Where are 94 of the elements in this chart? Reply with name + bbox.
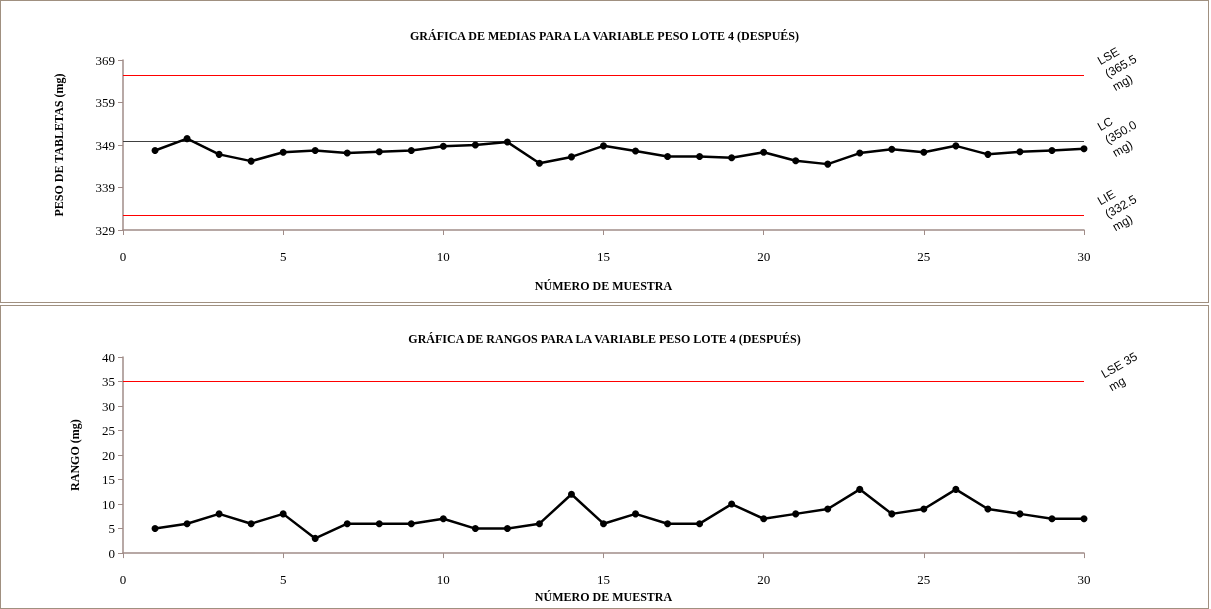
point xyxy=(151,147,159,155)
x-axis-title: NÚMERO DE MUESTRA xyxy=(534,590,673,604)
point xyxy=(664,152,672,160)
point xyxy=(728,154,736,162)
point xyxy=(952,485,960,493)
x-tick-label: 0 xyxy=(119,249,127,264)
x-tick-label: 10 xyxy=(436,572,450,588)
point xyxy=(503,525,511,533)
point xyxy=(215,510,223,518)
point xyxy=(343,520,351,528)
point xyxy=(343,149,351,157)
x-tick-label: 25 xyxy=(917,572,931,588)
y-tick-label: 20 xyxy=(102,447,115,463)
point xyxy=(471,525,479,533)
point xyxy=(664,520,672,528)
point xyxy=(503,138,511,146)
y-tick-label: 339 xyxy=(95,180,115,195)
point xyxy=(856,149,864,157)
point xyxy=(567,490,575,498)
y-tick-label: 5 xyxy=(108,521,115,537)
y-tick-label: 329 xyxy=(95,222,115,238)
x-tick-label: 15 xyxy=(597,572,610,588)
point xyxy=(984,150,992,158)
y-tick-label: 35 xyxy=(102,374,115,390)
point xyxy=(696,152,704,160)
x-tick-label: 0 xyxy=(119,572,127,588)
x-tick-label: 5 xyxy=(279,249,287,264)
point xyxy=(1080,515,1088,523)
point xyxy=(696,520,704,528)
point xyxy=(567,153,575,161)
point xyxy=(311,147,319,155)
x-tick-label: 15 xyxy=(597,249,610,264)
y-tick-label: 359 xyxy=(95,95,115,110)
point xyxy=(439,142,447,150)
point xyxy=(952,142,960,150)
point xyxy=(600,520,607,528)
point xyxy=(1016,510,1024,518)
point xyxy=(728,500,736,508)
point xyxy=(760,515,768,523)
x-tick-label: 10 xyxy=(436,249,450,264)
point xyxy=(247,157,255,165)
y-tick-label: 10 xyxy=(102,496,115,512)
point xyxy=(1048,515,1056,523)
point xyxy=(760,148,768,156)
x-axis-title: NÚMERO DE MUESTRA xyxy=(534,279,673,293)
point xyxy=(151,525,159,533)
y-tick-label: 349 xyxy=(95,137,115,153)
point xyxy=(311,534,319,542)
point xyxy=(215,150,223,158)
x-tick-label: 5 xyxy=(279,572,287,588)
point xyxy=(824,160,832,168)
point xyxy=(183,520,191,528)
point xyxy=(792,157,800,165)
y-axis-title: RANGO (mg) xyxy=(68,419,82,491)
chart-title: GRÁFICA DE MEDIAS PARA LA VARIABLE PESO LOTE 4 (DESPUÉS) xyxy=(409,29,800,43)
point xyxy=(471,141,479,149)
point xyxy=(375,148,383,156)
chart-title: GRÁFICA DE RANGOS PARA LA VARIABLE PESO LOTE 4 (DESPUÉS) xyxy=(408,332,801,346)
x-tick-label: 30 xyxy=(1077,249,1091,264)
point xyxy=(407,147,415,155)
y-tick-label: 40 xyxy=(102,349,115,365)
point xyxy=(920,148,928,156)
point xyxy=(535,520,543,528)
point xyxy=(375,520,383,528)
point xyxy=(535,159,543,167)
point xyxy=(183,135,191,143)
x-tick-label: 20 xyxy=(757,249,771,264)
ref-line-label: LSE 35 mg xyxy=(1098,347,1143,395)
point xyxy=(632,147,640,155)
point xyxy=(1080,145,1088,153)
point xyxy=(279,510,287,518)
y-tick-label: 0 xyxy=(108,545,115,561)
y-axis-title: PESO DE TABLETAS (mg) xyxy=(52,73,66,217)
y-tick-label: 25 xyxy=(102,423,115,439)
point xyxy=(920,505,928,513)
point xyxy=(1016,148,1024,156)
y-tick-label: 30 xyxy=(102,398,115,414)
point xyxy=(407,520,415,528)
point xyxy=(279,148,287,156)
point xyxy=(1048,147,1056,155)
y-tick-label: 369 xyxy=(95,52,115,68)
point xyxy=(247,520,255,528)
point xyxy=(856,485,864,493)
x-tick-label: 20 xyxy=(757,572,771,588)
y-tick-label: 15 xyxy=(102,472,115,488)
point xyxy=(792,510,800,518)
point xyxy=(439,515,447,523)
point xyxy=(824,505,832,513)
point xyxy=(888,510,896,518)
x-tick-label: 25 xyxy=(917,249,931,264)
x-tick-label: 30 xyxy=(1077,572,1091,588)
point xyxy=(888,145,896,153)
point xyxy=(632,510,640,518)
point xyxy=(600,142,607,150)
